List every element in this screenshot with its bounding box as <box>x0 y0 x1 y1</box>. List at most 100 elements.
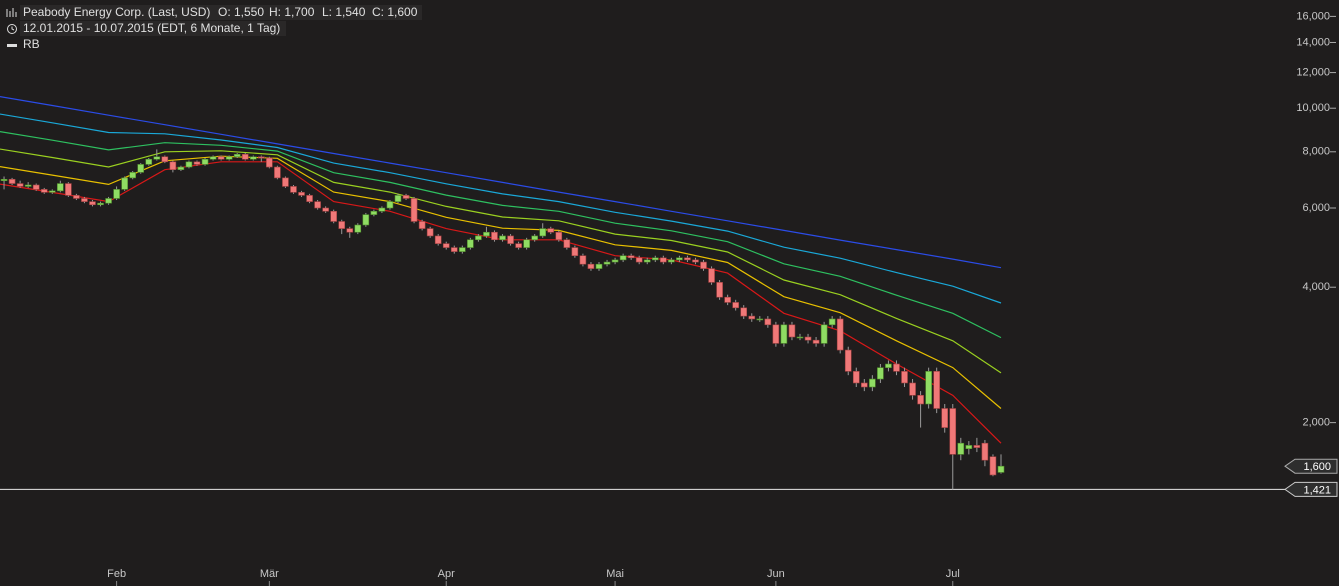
candle-body <box>780 324 788 344</box>
candle-body <box>282 177 289 187</box>
y-tick-label: 10,000 <box>1296 102 1330 114</box>
candle-body <box>314 201 321 209</box>
candle-body <box>973 445 981 448</box>
candle-body <box>193 161 201 165</box>
candle-body <box>804 336 812 341</box>
candle-body <box>627 255 635 259</box>
candle-body <box>852 371 860 384</box>
candle-body <box>957 442 965 455</box>
candle-body <box>209 156 217 160</box>
candle-body <box>933 371 940 409</box>
candle-body <box>684 257 691 261</box>
candle-body <box>756 318 764 321</box>
candle-body <box>539 228 547 237</box>
candle-body <box>418 221 426 229</box>
candle-body <box>266 157 273 168</box>
candle-body <box>346 228 354 233</box>
x-tick-label: Mär <box>260 568 279 580</box>
candle-body <box>362 214 370 226</box>
y-tick-label: 8,000 <box>1302 146 1330 158</box>
header: Peabody Energy Corp. (Last, USD) O: 1,55… <box>6 5 422 51</box>
candle-body <box>129 172 136 179</box>
candle-body <box>137 164 145 173</box>
candle-body <box>57 183 64 192</box>
candle-body <box>24 184 32 187</box>
candle-body <box>185 161 193 168</box>
candle-body <box>330 210 337 222</box>
candle-body <box>748 315 756 320</box>
candle-body <box>48 190 56 193</box>
x-tick-label: Apr <box>438 568 455 580</box>
y-tick-label: 14,000 <box>1296 36 1330 48</box>
candle-body <box>89 201 96 206</box>
y-tick-label: 6,000 <box>1302 202 1330 214</box>
candle-body <box>732 302 739 309</box>
candle-body <box>772 324 780 344</box>
candle-body <box>893 363 900 372</box>
candle-body <box>0 178 8 181</box>
candle-body <box>113 189 120 199</box>
candle-body <box>217 156 225 160</box>
y-tick-label: 4,000 <box>1302 281 1330 293</box>
candle-body <box>619 255 627 261</box>
rainbow-line <box>0 131 1002 339</box>
candle-body <box>595 263 603 269</box>
candle-body <box>925 371 932 405</box>
candle-body <box>322 207 329 212</box>
candle-body <box>820 324 828 344</box>
y-tick-label: 2,000 <box>1302 417 1330 429</box>
candle-body <box>298 192 305 196</box>
x-tick-label: Jun <box>767 568 785 580</box>
candle-body <box>258 156 265 159</box>
candle-body <box>233 153 241 158</box>
clock-hand <box>11 26 15 31</box>
header-box <box>20 5 422 20</box>
candle-body <box>338 221 346 229</box>
candle-body <box>442 243 450 248</box>
rainbow-line <box>0 95 1002 269</box>
candle-body <box>700 261 707 269</box>
candle-body <box>306 195 313 202</box>
candle-body <box>869 378 876 388</box>
candle-body <box>563 239 571 248</box>
candle-body <box>81 198 88 202</box>
candle-body <box>354 224 362 233</box>
candle-body <box>668 259 675 263</box>
ohlc-close: C: 1,600 <box>372 5 418 19</box>
candle-body <box>73 195 80 199</box>
candle-body <box>241 153 249 160</box>
candle-body <box>901 371 908 384</box>
candle-body <box>378 207 386 212</box>
candle-body <box>555 231 563 241</box>
candle-body <box>249 156 257 160</box>
ohlc-open: O: 1,550 <box>218 5 264 19</box>
candle-body <box>450 247 458 252</box>
candle-body <box>523 239 530 248</box>
ohlc-low: L: 1,540 <box>322 5 366 19</box>
rainbow-line <box>0 148 1002 374</box>
candle-body <box>941 408 949 428</box>
candle-body <box>579 255 587 265</box>
candle-body <box>997 465 1005 473</box>
candle-body <box>861 382 868 388</box>
price-tag-label: 1,600 <box>1303 461 1331 473</box>
x-tick-label: Jul <box>946 568 960 580</box>
candle-body <box>40 189 48 193</box>
candle-body <box>8 178 16 184</box>
legend-label: RB <box>23 37 40 51</box>
candle-body <box>965 445 973 450</box>
candle-body <box>909 382 916 396</box>
candle-body <box>571 247 579 257</box>
candle-body <box>169 161 177 170</box>
candle-body <box>828 318 836 326</box>
candle-body <box>764 318 772 326</box>
candle-body <box>32 184 40 190</box>
x-tick-label: Feb <box>107 568 126 580</box>
candle-body <box>459 247 466 252</box>
candle-body <box>692 259 699 263</box>
chart-subtitle: 12.01.2015 - 10.07.2015 (EDT, 6 Monate, … <box>23 21 280 35</box>
candle-body <box>97 202 104 206</box>
candle-body <box>949 408 957 455</box>
candle-body <box>812 339 820 344</box>
candle-body <box>547 228 555 233</box>
